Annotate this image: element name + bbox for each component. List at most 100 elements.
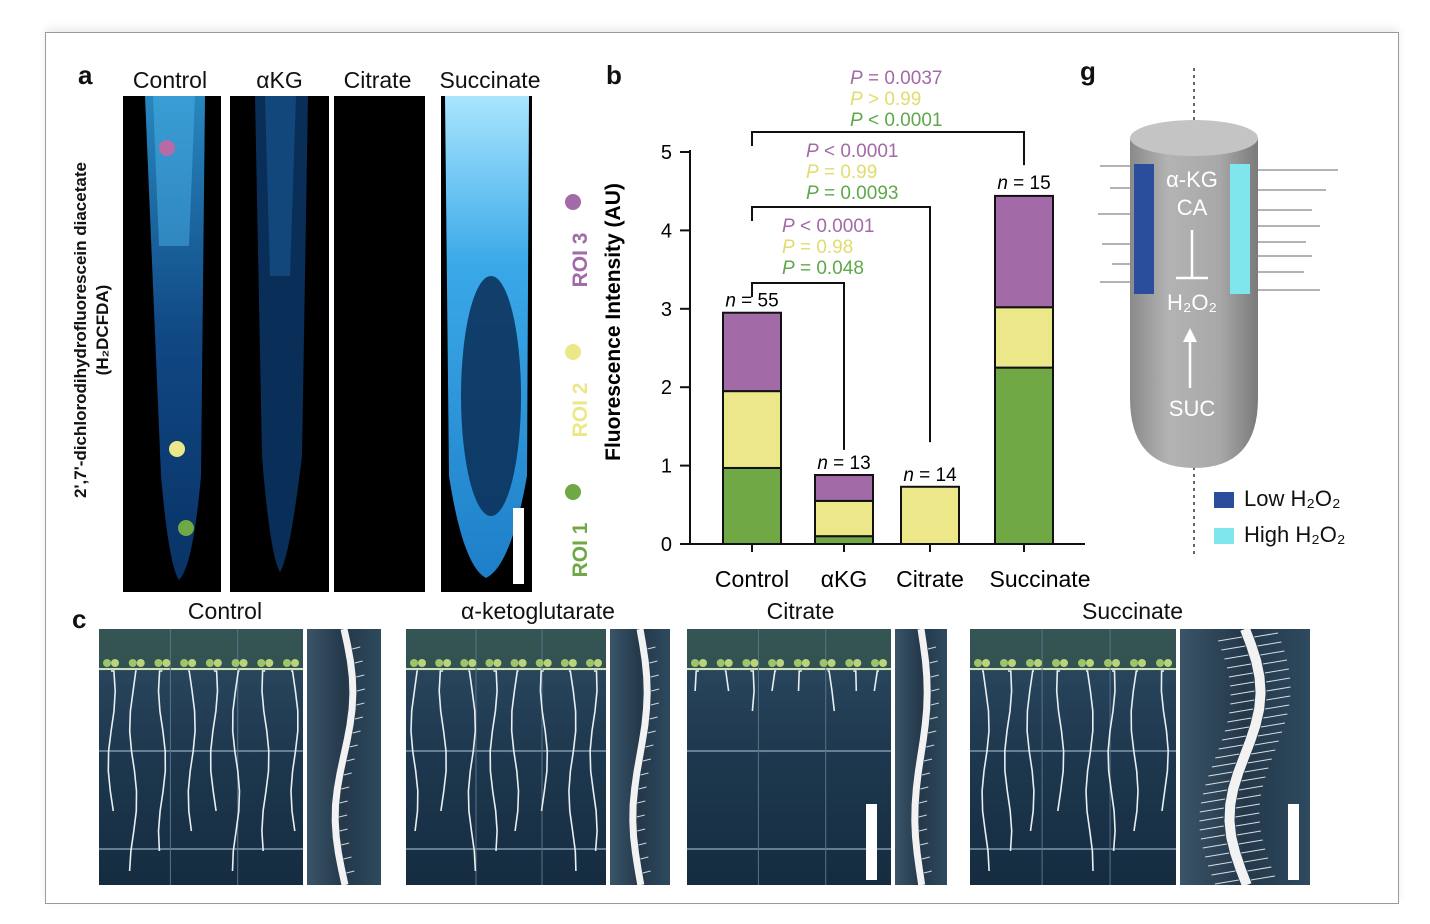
y-tick-label: 1 — [661, 456, 672, 478]
plate-photo-akg — [406, 629, 606, 885]
roi3-marker — [159, 140, 175, 156]
panel-c-title-citrate: Citrate — [766, 598, 835, 624]
x-axis-labels: Control αKG Citrate Succinate — [715, 566, 1091, 592]
p-value-text: P = 0.99 — [806, 162, 877, 183]
micrograph-succinate — [441, 96, 532, 592]
label-akg: α-KG — [1166, 167, 1218, 192]
panel-label-c: c — [72, 604, 87, 634]
bar-roi3-4 — [994, 194, 1054, 309]
panel-a-stain-label: 2',7'-dichlorodihydrofluorescein diaceta… — [70, 162, 114, 498]
panel-a-title-succinate: Succinate — [439, 67, 541, 93]
scale-bar — [513, 508, 524, 584]
scale-bar-succinate — [1288, 804, 1299, 880]
y-tick-label: 2 — [661, 377, 672, 399]
p-value-text: P > 0.99 — [850, 89, 921, 110]
roi-legend-label: ROI 3 — [569, 233, 592, 288]
x-tick-label: Control — [715, 566, 789, 592]
legend-low-h2o2: Low H₂O₂ — [1214, 486, 1341, 512]
panel-label-b: b — [606, 60, 622, 90]
significance-bracket — [751, 282, 845, 450]
n-labels: n = 55 n = 13 n = 14 n = 15 — [725, 173, 1050, 486]
p-value-text: P = 0.048 — [782, 258, 864, 279]
bars — [722, 194, 1054, 546]
zoom-photo-citrate — [895, 629, 947, 885]
roi-legend-label: ROI 1 — [569, 522, 592, 577]
panel-b-chart: ROI 1 ROI 2 ROI 3 Fluorescence Intensity (… — [565, 68, 1091, 592]
bar-roi2-3 — [900, 485, 960, 546]
bar-roi1-4 — [994, 366, 1054, 545]
roi1-marker — [178, 520, 194, 536]
p-value-text: P < 0.0001 — [782, 216, 874, 237]
y-tick-label: 4 — [661, 220, 672, 242]
high-h2o2-region — [1230, 164, 1250, 294]
legend-high-h2o2: High H₂O₂ — [1214, 522, 1345, 548]
stain-name: 2',7'-dichlorodihydrofluorescein diaceta… — [71, 162, 90, 498]
micrograph-citrate — [334, 96, 425, 592]
high-h2o2-swatch — [1214, 528, 1234, 545]
roi-legend-dot — [565, 194, 581, 210]
low-h2o2-swatch — [1214, 492, 1234, 509]
legend-low-label: Low H₂O₂ — [1244, 486, 1341, 511]
arrow-up-icon — [1183, 328, 1197, 342]
roi2-marker — [169, 441, 185, 457]
x-tick-label: Citrate — [896, 566, 964, 592]
panel-a-title-akg: αKG — [256, 67, 303, 93]
panel-label-g: g — [1080, 56, 1096, 86]
p-value-text: P < 0.0001 — [850, 110, 942, 131]
low-h2o2-region — [1134, 164, 1154, 294]
scale-bar-citrate — [866, 804, 877, 880]
cylinder-top — [1130, 120, 1258, 156]
panel-a-title-citrate: Citrate — [343, 67, 412, 93]
panel-c-title-akg: α-ketoglutarate — [461, 598, 615, 624]
n-label: n = 13 — [817, 453, 870, 474]
bar-roi1-1 — [722, 466, 782, 545]
zoom-photo-succinate — [1180, 629, 1310, 885]
panel-a-title-control: Control — [132, 67, 208, 93]
y-tick-label: 5 — [661, 142, 672, 164]
micrograph-control — [123, 96, 221, 592]
significance-bracket — [751, 131, 1025, 166]
n-label: n = 15 — [997, 173, 1050, 194]
x-tick-label: Succinate — [989, 566, 1090, 592]
root-hairs — [1098, 165, 1338, 291]
n-label: n = 55 — [725, 291, 778, 312]
panel-label-a: a — [78, 60, 93, 90]
zoom-photo-akg — [610, 629, 670, 885]
roi-legend: ROI 1 ROI 2 ROI 3 — [565, 194, 592, 577]
plate-photo-control — [99, 629, 303, 885]
bar-roi3-2 — [814, 474, 874, 502]
legend-high-label: High H₂O₂ — [1244, 522, 1346, 547]
p-value-text: P < 0.0001 — [806, 141, 898, 162]
label-ca: CA — [1177, 195, 1208, 220]
significance-bracket — [751, 206, 931, 443]
label-h2o2: H₂O₂ — [1167, 290, 1217, 315]
p-value-text: P = 0.0037 — [850, 68, 942, 89]
micrograph-akg — [230, 96, 329, 592]
zoom-photo-control — [307, 629, 381, 885]
p-value-text: P = 0.0093 — [806, 183, 898, 204]
y-axis: 0 1 2 3 4 5 — [661, 142, 1085, 556]
roi-legend-label: ROI 2 — [569, 383, 592, 438]
n-label: n = 14 — [903, 465, 957, 486]
plate-photo-succinate — [970, 629, 1176, 885]
roi-legend-dot — [565, 344, 581, 360]
panel-c-title-succinate: Succinate — [1081, 598, 1183, 624]
plate-photo-citrate — [687, 629, 891, 885]
p-value-text: P = 0.98 — [782, 237, 853, 258]
significance-brackets — [751, 131, 1025, 450]
roi-legend-dot — [565, 484, 581, 500]
bar-roi1-2 — [814, 535, 874, 546]
panel-g-diagram: α-KG CA H₂O₂ SUC — [1098, 68, 1338, 558]
stain-abbrev: (H₂DCFDA) — [93, 284, 112, 376]
bar-roi3-1 — [722, 311, 782, 393]
x-tick-label: αKG — [821, 566, 868, 592]
y-tick-label: 3 — [661, 299, 672, 321]
y-tick-label: 0 — [661, 534, 672, 556]
bar-roi2-2 — [814, 499, 874, 538]
panel-c-title-control: Control — [187, 598, 263, 624]
label-suc: SUC — [1169, 396, 1216, 421]
y-axis-title: Fluorescence Intensity (AU) — [602, 183, 625, 461]
root-cylinder — [1130, 138, 1258, 468]
bar-roi2-1 — [722, 390, 782, 469]
